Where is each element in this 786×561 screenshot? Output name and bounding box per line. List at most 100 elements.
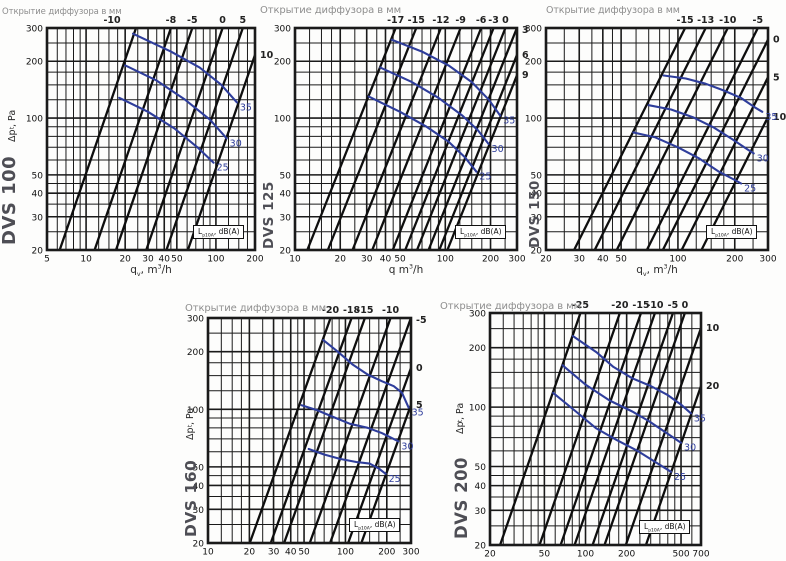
label-part: v: [642, 271, 647, 279]
y-tick-label: 100: [26, 115, 43, 125]
opening-value-label: -9: [455, 15, 466, 26]
x-tick-label: 700: [692, 550, 709, 560]
diffuser-opening-axis-title: Открытие диффузора в мм: [260, 5, 402, 16]
opening-value-label: 9: [522, 70, 529, 81]
label-part: /h: [161, 264, 172, 276]
opening-line-10: [624, 327, 703, 546]
chart-canvas-dvs-200: -25 -20 -15-10 -5 0 10 20 35 30 25 20 30 40 50 100 200 3…: [469, 300, 720, 560]
opening-line--10: [308, 317, 392, 544]
x-tick-label: 40: [159, 255, 171, 265]
noise-curve-30-dba: [300, 404, 400, 443]
x-tick-label: 20: [484, 550, 496, 560]
model-label: DVS 125: [261, 181, 277, 249]
y-tick-label: 50: [531, 171, 543, 181]
y-tick-label: 200: [274, 58, 291, 68]
y-axis-label: Δp t, Pa: [455, 402, 466, 435]
x-tick-label: 40: [597, 255, 609, 265]
label-part: L: [198, 227, 203, 236]
opening-line--5: [114, 27, 194, 251]
opening-value-label: 0: [219, 15, 226, 26]
opening-value-label: -20: [322, 305, 340, 316]
label-part: p10A: [715, 233, 727, 239]
label-part: , dB(A): [213, 227, 240, 236]
noise-curve-35-dba: [662, 74, 764, 113]
opening-lines: [58, 27, 257, 251]
noise-level-legend: Lp10A, dB(A): [706, 225, 757, 239]
y-tick-label: 100: [525, 115, 542, 125]
opening-value-label: -5: [187, 15, 198, 26]
opening-line-0: [145, 27, 224, 251]
opening-value-label: 10: [773, 112, 786, 123]
opening-value-label: -20: [611, 300, 629, 311]
x-tick-label: 50: [298, 548, 310, 558]
noise-curve-25-dba: [367, 95, 478, 173]
label-part: 3: [409, 263, 414, 271]
x-tick-label: 40: [380, 255, 392, 265]
label-part: p10A: [358, 526, 370, 532]
opening-line-0: [347, 367, 413, 544]
opening-value-label: 10: [260, 50, 274, 61]
x-axis-label: qv, m3/h: [47, 263, 255, 278]
opening-line--20: [248, 317, 332, 544]
x-tick-label: 300: [402, 548, 419, 558]
label-part: m: [395, 264, 410, 276]
label-part: L: [711, 227, 716, 236]
x-tick-label: 20: [119, 255, 131, 265]
opening-value-label: 0: [773, 35, 780, 46]
noise-curves: [300, 339, 410, 475]
opening-value-label: 0: [682, 300, 689, 311]
opening-line--17: [306, 27, 397, 251]
opening-line--12: [351, 27, 442, 251]
opening-value-label: -5: [753, 15, 764, 26]
label-part: 3: [157, 263, 162, 271]
opening-line--3: [404, 27, 495, 251]
noise-curve-30-dba: [647, 104, 755, 155]
label-part: 3: [663, 263, 668, 271]
noise-curve-30-dba: [379, 66, 490, 145]
noise-curve-35-dba: [322, 339, 410, 409]
noise-curve-label: 30: [401, 441, 413, 452]
y-tick-label: 20: [531, 247, 543, 257]
x-tick-label: 200: [246, 255, 263, 265]
x-tick-label: 50: [394, 255, 406, 265]
noise-curve-label: 35: [765, 112, 777, 123]
x-tick-label: 30: [142, 255, 154, 265]
label-part: , Pa: [185, 408, 196, 426]
chart-dvs-100: -10 -8 -5 0 5 10 35 30 25 20 30 40 50 100 200 300 5 10 20 3…: [0, 0, 274, 292]
noise-curves: [552, 335, 692, 473]
opening-line--6: [391, 27, 483, 251]
y-tick-label: 20: [193, 540, 205, 550]
y-tick-label: 20: [32, 247, 44, 257]
opening-lines: [306, 27, 519, 251]
opening-value-label: -18: [343, 305, 361, 316]
y-tick-label: 200: [525, 58, 542, 68]
opening-value-label: 6: [522, 50, 529, 61]
y-tick-label: 200: [26, 58, 43, 68]
label-part: L: [354, 520, 359, 529]
y-tick-label: 50: [193, 463, 205, 473]
opening-line-20: [644, 385, 703, 546]
x-tick-label: 50: [539, 550, 551, 560]
opening-value-label: -15: [408, 15, 425, 26]
diffuser-opening-axis-title: Открытие диффузора в мм: [546, 5, 680, 16]
x-tick-label: 20: [244, 548, 256, 558]
opening-value-label: 10: [706, 323, 720, 334]
opening-line--10: [573, 312, 657, 546]
label-part: , Pa: [7, 110, 18, 128]
noise-curve-35-dba: [390, 38, 502, 117]
noise-curve-25-dba: [307, 447, 387, 475]
opening-line--8: [93, 27, 173, 251]
opening-value-label: 20: [706, 381, 720, 392]
opening-line--5: [329, 317, 413, 544]
opening-value-label: -15: [356, 305, 373, 316]
x-tick-label: 100: [669, 255, 686, 265]
label-part: L: [644, 522, 649, 531]
opening-line--15: [559, 312, 643, 546]
noise-curve-35-dba: [571, 335, 692, 415]
y-tick-label: 40: [32, 190, 44, 200]
label-part: Δp: [185, 427, 196, 440]
opening-value-label: -13: [697, 15, 714, 26]
noise-level-legend: Lp10A, dB(A): [639, 520, 690, 534]
